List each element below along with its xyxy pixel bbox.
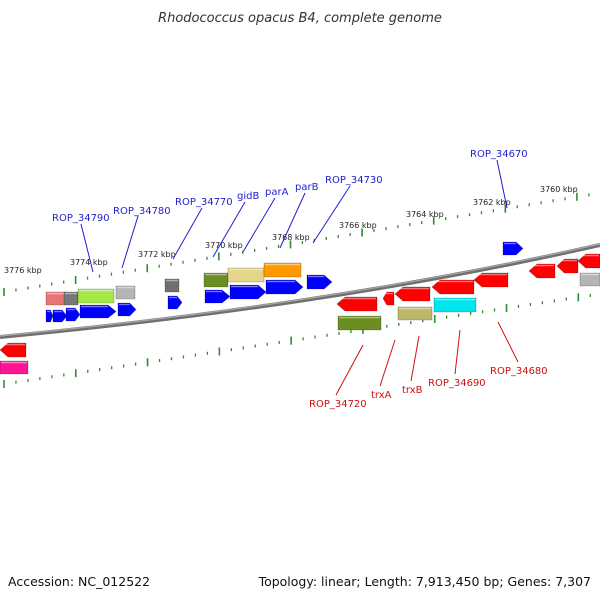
- gene-callout-top[interactable]: ROP_34780: [113, 206, 171, 269]
- gene-arrow[interactable]: [502, 241, 524, 256]
- gene-arrow[interactable]: [382, 291, 395, 306]
- tick-label: 3776 kbp: [4, 266, 42, 275]
- gene-arrow[interactable]: [433, 297, 477, 313]
- gene-callout-top[interactable]: ROP_34670: [470, 149, 528, 209]
- gene-label[interactable]: ROP_34670: [470, 149, 528, 160]
- gene-label[interactable]: parB: [295, 182, 319, 193]
- gene-arrow[interactable]: [117, 302, 137, 317]
- tick-track-bottom: [3, 293, 591, 388]
- gene-label[interactable]: ROP_34730: [325, 175, 383, 186]
- gene-arrow[interactable]: [164, 278, 180, 293]
- gene-arrow[interactable]: [203, 272, 229, 288]
- gene-arrow[interactable]: [556, 258, 579, 274]
- gene-arrow[interactable]: [528, 263, 556, 279]
- gene-callout-top[interactable]: parB: [279, 182, 319, 249]
- gene-arrow[interactable]: [0, 360, 29, 375]
- gene-label[interactable]: trxB: [402, 385, 423, 396]
- gene-arrow[interactable]: [337, 315, 382, 331]
- gene-arrow[interactable]: [229, 284, 267, 300]
- tick-label: 3768 kbp: [272, 233, 310, 242]
- gene-label[interactable]: gidB: [237, 191, 259, 202]
- gene-callout-bottom[interactable]: ROP_34690: [428, 329, 486, 389]
- gene-callout-top[interactable]: parA: [242, 187, 289, 253]
- gene-label[interactable]: ROP_34720: [309, 399, 367, 410]
- map-title: Rhodococcus opacus B4, complete genome: [158, 11, 442, 26]
- gene-label[interactable]: ROP_34770: [175, 197, 233, 208]
- gene-arrow[interactable]: [397, 306, 433, 321]
- gene-arrow[interactable]: [45, 291, 67, 306]
- tick-label: 3766 kbp: [339, 221, 377, 230]
- gene-callout-bottom[interactable]: ROP_34680: [490, 321, 548, 377]
- gene-arrow[interactable]: [579, 272, 600, 287]
- gene-callout-bottom[interactable]: trxA: [371, 339, 396, 401]
- tick-track-top: [3, 192, 590, 296]
- gene-arrow[interactable]: [577, 253, 600, 269]
- tick-label: 3774 kbp: [70, 258, 108, 267]
- tick-label: 3764 kbp: [406, 210, 444, 219]
- accession-text: Accession: NC_012522: [8, 574, 150, 589]
- gene-arrow[interactable]: [204, 289, 231, 304]
- gene-arrow[interactable]: [65, 307, 81, 322]
- gene-arrow[interactable]: [0, 342, 27, 358]
- gene-callout-top[interactable]: ROP_34730: [312, 175, 383, 244]
- gene-callout-top[interactable]: ROP_34790: [52, 213, 110, 273]
- gene-arrow[interactable]: [394, 286, 431, 302]
- gene-arrow[interactable]: [431, 279, 475, 295]
- gene-features[interactable]: [0, 241, 600, 375]
- gene-arrow[interactable]: [473, 272, 509, 288]
- gene-callout-bottom[interactable]: trxB: [402, 335, 423, 396]
- tick-label: 3770 kbp: [205, 241, 243, 250]
- tick-labels: 3776 kbp 3774 kbp 3772 kbp 3770 kbp 3768 kbp…: [4, 185, 578, 275]
- gene-callout-top[interactable]: ROP_34770: [172, 197, 233, 260]
- gene-arrow[interactable]: [263, 262, 302, 278]
- gene-arrow[interactable]: [306, 274, 333, 290]
- gene-arrow[interactable]: [336, 296, 378, 312]
- gene-arrow[interactable]: [77, 288, 115, 304]
- gene-arrow[interactable]: [265, 279, 304, 295]
- genome-backbone: [0, 243, 600, 339]
- tick-label: 3760 kbp: [540, 185, 578, 194]
- genome-summary-text: Topology: linear; Length: 7,913,450 bp; …: [258, 574, 591, 589]
- gene-callout-top[interactable]: gidB: [212, 191, 259, 258]
- tick-label: 3762 kbp: [473, 198, 511, 207]
- gene-label[interactable]: ROP_34790: [52, 213, 110, 224]
- gene-label[interactable]: ROP_34690: [428, 378, 486, 389]
- gene-label[interactable]: ROP_34780: [113, 206, 171, 217]
- gene-arrow[interactable]: [227, 267, 265, 283]
- tick-label: 3772 kbp: [138, 250, 176, 259]
- gene-arrow[interactable]: [52, 309, 68, 323]
- gene-arrow[interactable]: [63, 291, 79, 306]
- gene-label[interactable]: trxA: [371, 390, 392, 401]
- genome-backbone-highlight: [0, 243, 600, 337]
- gene-label[interactable]: parA: [265, 187, 289, 198]
- gene-arrow[interactable]: [115, 285, 136, 300]
- gene-arrow[interactable]: [45, 309, 54, 323]
- gene-arrow[interactable]: [167, 295, 183, 310]
- gene-arrow[interactable]: [79, 304, 117, 319]
- gene-label[interactable]: ROP_34680: [490, 366, 548, 377]
- gene-callout-bottom[interactable]: ROP_34720: [309, 344, 367, 410]
